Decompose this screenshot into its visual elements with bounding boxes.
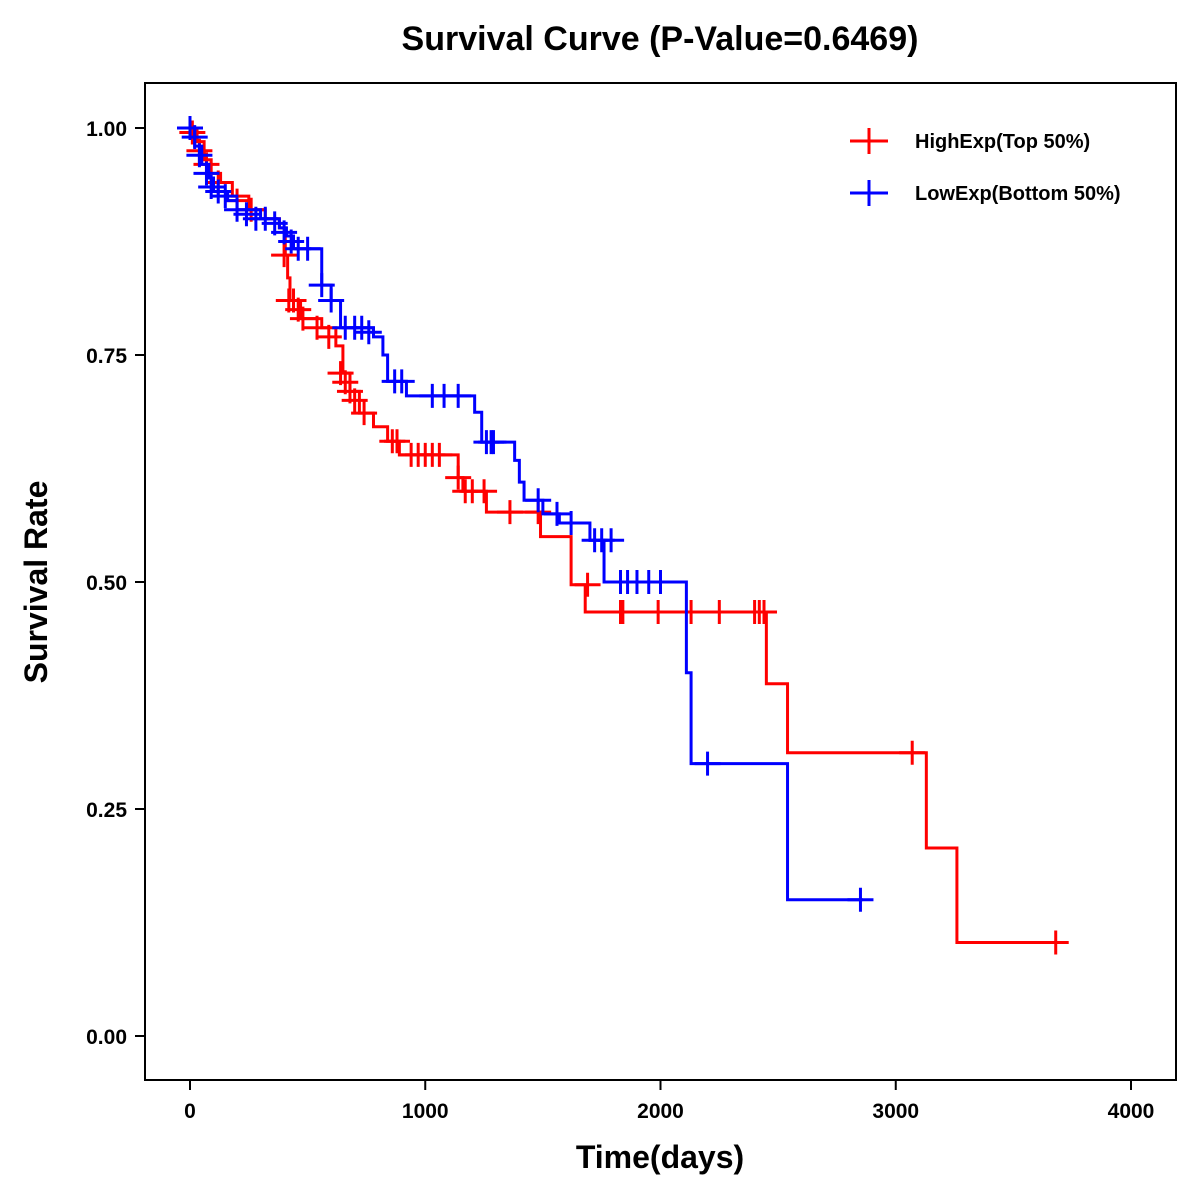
survival-curve-low <box>190 126 863 902</box>
censor-mark-low <box>525 488 552 513</box>
censor-mark-low <box>186 143 213 168</box>
censor-mark-high <box>899 740 926 765</box>
censor-mark-high <box>445 465 472 490</box>
y-tick-label: 0.25 <box>86 799 127 822</box>
x-tick-label: 2000 <box>637 1100 684 1123</box>
legend-label-high: HighExp(Top 50%) <box>915 131 1090 153</box>
censor-mark-low <box>647 570 674 594</box>
censor-mark-high <box>574 572 601 597</box>
censor-mark-high <box>706 599 733 624</box>
censor-mark-low <box>598 528 625 553</box>
censor-mark-low <box>847 887 874 912</box>
censor-mark-low <box>308 273 335 298</box>
censor-mark-low <box>198 175 225 200</box>
censor-mark-low <box>193 161 220 186</box>
censor-mark-high <box>351 401 378 426</box>
legend-item-high: HighExp(Top 50%) <box>850 128 1090 154</box>
censor-mark-high <box>179 120 206 145</box>
censor-mark-low <box>388 369 415 394</box>
censor-mark-high <box>315 324 342 349</box>
legend-swatch-high <box>850 128 888 154</box>
legend-item-low: LowExp(Bottom 50%) <box>850 180 1121 206</box>
y-tick-label: 0.75 <box>86 345 127 368</box>
x-tick-label: 4000 <box>1108 1100 1155 1123</box>
y-tick-label: 0.00 <box>86 1026 127 1049</box>
x-tick-label: 3000 <box>872 1100 919 1123</box>
censor-mark-high <box>645 599 672 624</box>
censor-mark-low <box>480 430 507 455</box>
censor-mark-low <box>318 288 345 313</box>
censor-mark-low <box>212 184 239 209</box>
censor-mark-high <box>1042 930 1069 955</box>
legend-label-low: LowExp(Bottom 50%) <box>915 183 1121 205</box>
censor-mark-high <box>341 388 368 413</box>
y-tick-label: 0.50 <box>86 572 127 595</box>
censor-mark-low <box>558 510 585 535</box>
censor-mark-low <box>294 236 321 261</box>
x-tick-label: 1000 <box>402 1100 449 1123</box>
censor-mark-low <box>348 315 375 340</box>
y-tick-label: 1.00 <box>86 118 127 141</box>
censor-mark-high <box>609 599 636 624</box>
censor-mark-high <box>271 243 298 268</box>
legend: HighExp(Top 50%) LowExp(Bottom 50%) <box>850 128 1121 206</box>
y-axis-label: Survival Rate <box>18 481 54 684</box>
censor-mark-low <box>694 751 721 776</box>
censor-mark-high <box>384 429 411 454</box>
chart-title: Survival Curve (P-Value=0.6469) <box>402 20 919 58</box>
x-tick-label: 0 <box>184 1100 196 1123</box>
censor-mark-low <box>355 320 382 345</box>
censor-mark-low <box>543 501 570 526</box>
censor-mark-low <box>205 179 232 204</box>
censor-mark-high <box>496 500 523 525</box>
legend-swatch-low <box>850 180 888 206</box>
censor-mark-high <box>751 599 778 624</box>
censor-mark-high <box>426 442 453 467</box>
censor-mark-high <box>289 306 316 331</box>
censor-mark-low <box>181 125 208 150</box>
x-axis-label: Time(days) <box>576 1139 744 1175</box>
censor-mark-high <box>471 479 498 504</box>
censor-mark-high <box>678 599 705 624</box>
censor-mark-low <box>445 383 472 408</box>
